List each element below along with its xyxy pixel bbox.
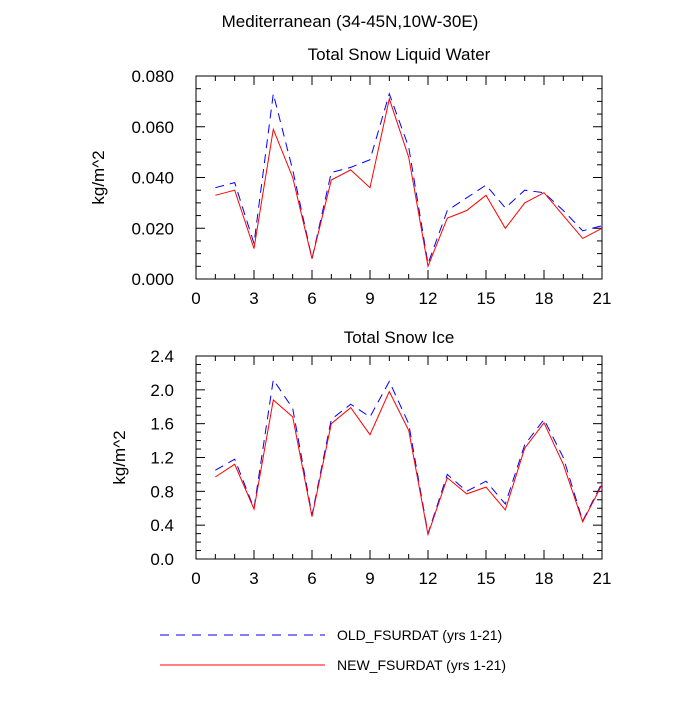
y-tick-label: 0.060	[131, 118, 174, 137]
y-tick-label: 1.2	[150, 449, 174, 468]
x-tick-label: 0	[191, 569, 200, 588]
legend-label-old-fsurdat: OLD_FSURDAT (yrs 1-21)	[337, 627, 502, 643]
y-tick-label: 0.8	[150, 482, 174, 501]
x-tick-label: 21	[593, 569, 612, 588]
y-tick-label: 0.020	[131, 219, 174, 238]
plot-frame	[195, 75, 603, 280]
x-tick-label: 12	[419, 569, 438, 588]
y-tick-label: 0.000	[131, 270, 174, 289]
y-tick-label: 2.4	[150, 347, 174, 366]
x-tick-label: 3	[249, 569, 258, 588]
series-line-new-fsurdat	[215, 96, 603, 269]
panel-snow-ice: Total Snow Ice kg/m^2 0 3 6 9 12 15 18 21 0.0 0.4 0.…	[110, 328, 611, 588]
y-tick-label: 0.4	[150, 516, 174, 535]
x-tick-label: 6	[307, 569, 316, 588]
x-tick-label: 15	[477, 569, 496, 588]
x-tick-label: 18	[535, 569, 554, 588]
x-tick-label: 6	[307, 289, 316, 308]
x-tick-label: 21	[593, 289, 612, 308]
x-tick-label: 9	[365, 289, 374, 308]
plot-frame	[195, 355, 603, 560]
series-line-old-fsurdat	[215, 92, 603, 266]
x-tick-label: 9	[365, 569, 374, 588]
panel-title: Total Snow Liquid Water	[308, 45, 491, 64]
y-axis-label: kg/m^2	[110, 430, 129, 484]
x-tick-label: 15	[477, 289, 496, 308]
x-tick-label: 12	[419, 289, 438, 308]
panel-snow-liquid-water: Total Snow Liquid Water kg/m^2 0 3 6 9 12 15 18 2…	[89, 45, 611, 308]
y-tick-label: 0.0	[150, 550, 174, 569]
region-title: Mediterranean (34-45N,10W-30E)	[222, 12, 479, 31]
x-tick-label: 0	[191, 289, 200, 308]
y-tick-label: 0.040	[131, 169, 174, 188]
y-tick-label: 2.0	[150, 381, 174, 400]
series-line-new-fsurdat	[215, 390, 603, 537]
series-line-old-fsurdat	[215, 378, 603, 534]
panel-title: Total Snow Ice	[344, 328, 455, 347]
legend: OLD_FSURDAT (yrs 1-21) NEW_FSURDAT (yrs …	[160, 627, 506, 673]
y-axis-label: kg/m^2	[89, 150, 108, 204]
x-tick-label: 18	[535, 289, 554, 308]
x-tick-label: 3	[249, 289, 258, 308]
y-tick-label: 1.6	[150, 415, 174, 434]
y-tick-label: 0.080	[131, 67, 174, 86]
legend-label-new-fsurdat: NEW_FSURDAT (yrs 1-21)	[337, 657, 506, 673]
